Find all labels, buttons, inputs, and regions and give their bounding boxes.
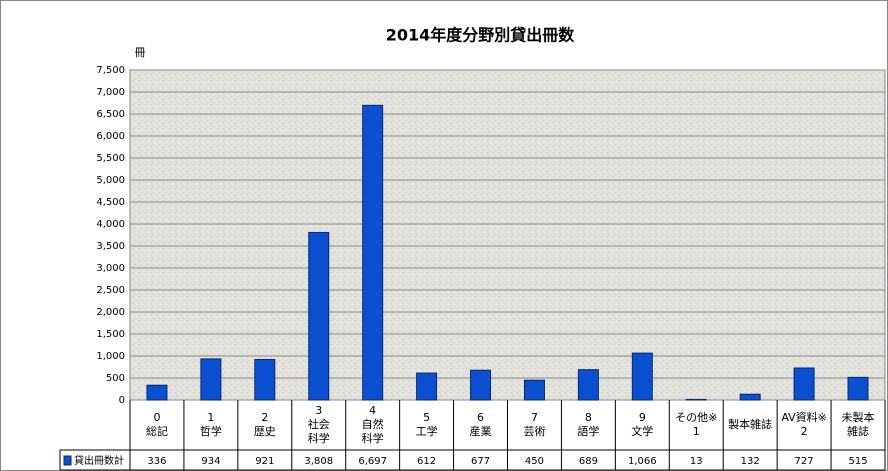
plot-area bbox=[129, 69, 886, 401]
y-tick-label: 5,000 bbox=[96, 175, 125, 186]
y-tick-label: 2,000 bbox=[96, 307, 125, 318]
x-tick-label: その他※ bbox=[675, 411, 717, 424]
y-tick-label: 7,500 bbox=[96, 65, 125, 76]
x-tick-label: 製本雑誌 bbox=[728, 417, 772, 431]
y-tick-label: 4,500 bbox=[96, 197, 125, 208]
x-tick-label: 語学 bbox=[577, 424, 599, 438]
x-tick-label: 4 bbox=[369, 404, 376, 417]
bar bbox=[416, 372, 438, 401]
x-tick-label: 歴史 bbox=[254, 425, 276, 438]
bar bbox=[146, 384, 168, 401]
x-tick-label: AV資料※ bbox=[781, 410, 827, 424]
table-value: 13 bbox=[690, 456, 703, 467]
bar bbox=[308, 231, 330, 401]
y-tick-label: 7,000 bbox=[96, 87, 125, 98]
y-tick-label: 2,500 bbox=[96, 285, 125, 296]
bar bbox=[254, 358, 276, 401]
x-tick-label: 1 bbox=[207, 411, 214, 424]
x-tick-label: 哲学 bbox=[200, 424, 222, 438]
y-tick-label: 4,000 bbox=[96, 219, 125, 230]
table-value: 612 bbox=[417, 456, 436, 467]
x-tick-label: 芸術 bbox=[523, 425, 545, 438]
table-value: 677 bbox=[471, 456, 490, 467]
y-unit: 冊 bbox=[135, 46, 146, 59]
y-tick-label: 1,500 bbox=[96, 329, 125, 340]
x-tick-label: 7 bbox=[531, 411, 538, 424]
table-value: 921 bbox=[255, 456, 274, 467]
legend-swatch bbox=[63, 455, 72, 466]
x-tick-label: 2 bbox=[801, 425, 808, 438]
y-tick-label: 0 bbox=[119, 395, 125, 406]
x-tick-label: 3 bbox=[315, 404, 322, 417]
bar bbox=[739, 393, 761, 401]
y-tick-label: 3,000 bbox=[96, 263, 125, 274]
x-tick-label: 8 bbox=[585, 411, 592, 424]
y-tick-label: 6,000 bbox=[96, 131, 125, 142]
y-tick-label: 3,500 bbox=[96, 241, 125, 252]
table-value: 336 bbox=[147, 456, 166, 467]
x-tick-label: 科学 bbox=[308, 431, 330, 445]
bar bbox=[362, 104, 384, 401]
bar bbox=[523, 379, 545, 401]
x-tick-label: 雑誌 bbox=[847, 424, 869, 438]
table-value: 934 bbox=[201, 456, 220, 467]
bar bbox=[470, 369, 492, 401]
x-tick-label: 9 bbox=[639, 411, 646, 424]
table-value: 3,808 bbox=[304, 456, 333, 467]
x-tick-label: 1 bbox=[693, 425, 700, 438]
x-tick-label: 社会 bbox=[308, 417, 330, 431]
table-value: 727 bbox=[795, 456, 814, 467]
x-tick-label: 5 bbox=[423, 411, 430, 424]
bar bbox=[631, 352, 653, 401]
x-tick-label: 科学 bbox=[362, 431, 384, 445]
y-tick-label: 500 bbox=[106, 373, 125, 384]
bar bbox=[793, 367, 815, 401]
x-tick-label: 工学 bbox=[416, 424, 438, 438]
x-tick-label: 産業 bbox=[470, 425, 492, 438]
y-tick-label: 5,500 bbox=[96, 153, 125, 164]
x-tick-label: 自然 bbox=[362, 417, 384, 431]
chart-title: 2014年度分野別貸出冊数 bbox=[386, 26, 576, 45]
legend-label: 貸出冊数計 bbox=[74, 454, 124, 467]
bar bbox=[577, 369, 599, 401]
table-value: 450 bbox=[525, 456, 544, 467]
x-tick-label: 2 bbox=[261, 411, 268, 424]
x-tick-label: 0 bbox=[153, 411, 160, 424]
y-tick-label: 6,500 bbox=[96, 109, 125, 120]
bar bbox=[200, 358, 222, 401]
x-tick-label: 未製本 bbox=[842, 410, 875, 424]
y-tick-label: 1,000 bbox=[96, 351, 125, 362]
x-tick-label: 総記 bbox=[146, 424, 168, 438]
table-value: 6,697 bbox=[358, 456, 387, 467]
table-value: 1,066 bbox=[628, 456, 657, 467]
table-value: 132 bbox=[741, 456, 760, 467]
x-tick-label: 6 bbox=[477, 411, 484, 424]
x-tick-label: 文学 bbox=[631, 424, 653, 438]
bar bbox=[847, 376, 869, 401]
table-value: 689 bbox=[579, 456, 598, 467]
table-value: 515 bbox=[848, 456, 867, 467]
bar bbox=[685, 398, 707, 401]
